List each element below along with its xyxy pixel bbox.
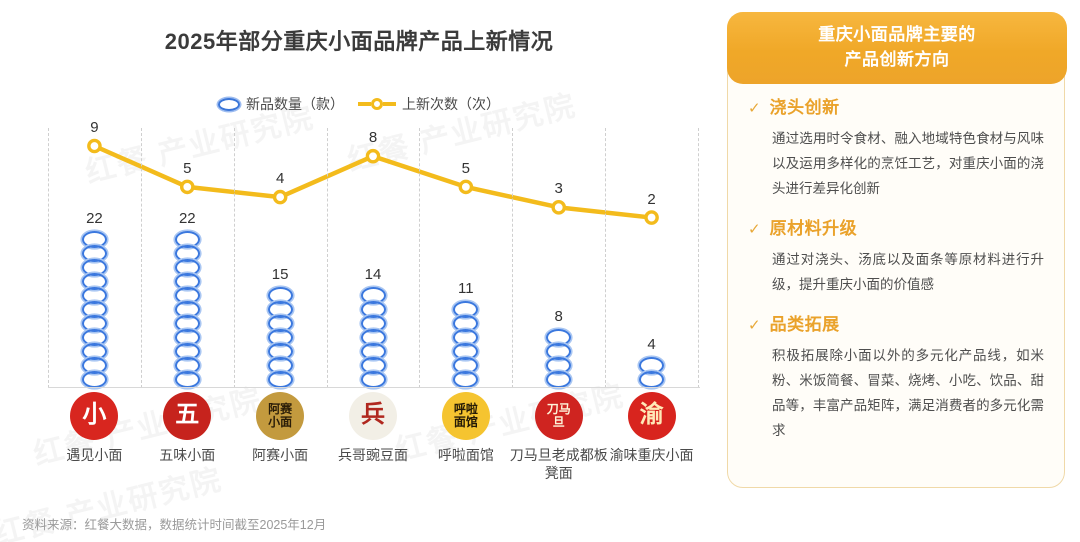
- bar-column[interactable]: [624, 357, 680, 388]
- bar-column[interactable]: [531, 329, 587, 388]
- innovation-topic-text: 通过对浇头、汤底以及面条等原材料进行升级，提升重庆小面的价值感: [772, 251, 1044, 292]
- x-axis-category-label: 兵哥豌豆面: [338, 447, 408, 463]
- x-axis-category-label: 刀马旦老成都板凳面: [509, 447, 608, 481]
- x-axis-category[interactable]: 阿赛 小面 阿赛小面: [228, 392, 332, 465]
- bar-ring-icon: [81, 371, 107, 388]
- x-axis-category-label: 渝味重庆小面: [609, 447, 694, 463]
- x-axis-category-label: 呼啦面馆: [437, 447, 494, 463]
- gridline: [419, 128, 421, 388]
- line-point-marker[interactable]: [458, 179, 474, 195]
- legend-item-line[interactable]: 上新次数（次）: [358, 94, 500, 114]
- logo-bingge-wandoumian-icon: 兵: [349, 392, 397, 440]
- x-axis-category-label: 遇见小面: [66, 447, 123, 463]
- panel-header-line-2: 产品创新方向: [844, 50, 950, 69]
- innovation-panel-header: 重庆小面品牌主要的 产品创新方向: [727, 12, 1067, 84]
- bar-value-label: 8: [554, 308, 563, 325]
- panel-header-line-1: 重庆小面品牌主要的: [818, 25, 976, 45]
- line-value-label: 9: [90, 119, 99, 136]
- gridline: [48, 128, 49, 388]
- innovation-topic-text: 通过选用时令食材、融入地域特色食材与风味以及运用多样化的烹饪工艺，对重庆小面的浇…: [772, 131, 1044, 196]
- x-axis-category[interactable]: 兵兵哥豌豆面: [321, 392, 425, 465]
- plot-area: 22 22 15 14 11 8 4 9 5 4 8 5 3 2: [48, 119, 699, 388]
- chart-title: 2025年部分重庆小面品牌产品上新情况: [164, 29, 554, 54]
- bar-ring-icon: [639, 371, 665, 388]
- gridline: [698, 128, 699, 388]
- line-point-marker[interactable]: [365, 148, 381, 164]
- gridline: [326, 128, 328, 388]
- line-point-marker[interactable]: [551, 200, 567, 215]
- innovation-topic-title: 品类拓展: [769, 314, 840, 334]
- chart-panel: 2025年部分重庆小面品牌产品上新情况 新品数量（款） 上新次数（次） 22 22…: [0, 29, 718, 532]
- x-axis-category-label: 阿赛小面: [252, 447, 309, 463]
- bar-value-label: 14: [364, 266, 382, 283]
- legend-label-line: 上新次数（次）: [402, 96, 500, 112]
- line-value-label: 4: [275, 170, 285, 188]
- x-axis-category[interactable]: 刀马旦刀马旦老成都板凳面: [507, 392, 611, 482]
- gridline: [512, 128, 514, 388]
- bar-ring-icon: [267, 371, 293, 388]
- legend-label-bar: 新品数量（款）: [246, 96, 344, 112]
- check-icon: ✓: [748, 100, 761, 117]
- logo-hula-mianguan-icon: 呼啦 面馆: [441, 392, 490, 440]
- innovation-topic: ✓ 浇头创新通过选用时令食材、融入地域特色食材与风味以及运用多样化的烹饪工艺，对重…: [748, 93, 1046, 202]
- bar-column[interactable]: [345, 287, 401, 388]
- legend-item-bar[interactable]: 新品数量（款）: [218, 94, 344, 114]
- bar-ring-icon: [546, 371, 572, 388]
- bar-value-label: 22: [178, 210, 196, 227]
- chart-legend: 新品数量（款） 上新次数（次）: [0, 94, 718, 114]
- line-series-svg: [87, 138, 659, 225]
- innovation-panel-body: ✓ 浇头创新通过选用时令食材、融入地域特色食材与风味以及运用多样化的烹饪工艺，对重…: [728, 93, 1066, 456]
- bar-ring-icon: [360, 371, 386, 388]
- line-value-label: 8: [368, 129, 378, 147]
- innovation-panel: 重庆小面品牌主要的 产品创新方向 ✓ 浇头创新通过选用时令食材、融入地域特色食材与…: [727, 12, 1067, 488]
- bar-value-label: 15: [271, 266, 289, 283]
- check-icon: ✓: [748, 316, 761, 334]
- innovation-topic: ✓ 原材料升级通过对浇头、汤底以及面条等原材料进行升级，提升重庆小面的价值感: [748, 214, 1046, 298]
- x-axis-categories: 小遇见小面五五味小面 阿赛 小面 阿赛小面兵兵哥豌豆面 呼啦 面馆 呼啦面馆 刀马旦刀马旦老成…: [48, 392, 698, 502]
- bar-column[interactable]: [159, 231, 215, 388]
- bar-column[interactable]: [438, 301, 494, 388]
- x-axis-category-label: 五味小面: [159, 447, 216, 463]
- gridline: [140, 128, 142, 388]
- x-axis-category[interactable]: 呼啦 面馆 呼啦面馆: [414, 392, 518, 465]
- bar-ring-icon: [453, 371, 479, 388]
- innovation-topic-title: 浇头创新: [769, 98, 840, 117]
- source-note: 资料来源：红餐大数据，数据统计时间截至2025年12月: [22, 518, 327, 532]
- logo-yujian-xiaomian-icon: 小: [70, 392, 119, 440]
- line-value-label: 2: [647, 190, 656, 208]
- check-icon: ✓: [748, 220, 761, 238]
- line-value-label: 5: [461, 159, 471, 177]
- logo-asai-xiaomian-icon: 阿赛 小面: [256, 392, 305, 440]
- x-axis-category[interactable]: 渝渝味重庆小面: [600, 392, 704, 465]
- innovation-topic-head: ✓ 浇头创新: [748, 93, 1046, 118]
- x-axis-category[interactable]: 小遇见小面: [42, 392, 146, 465]
- line-point-marker[interactable]: [644, 210, 659, 225]
- bar-value-label: 22: [86, 210, 103, 227]
- logo-wuwei-xiaomian-icon: 五: [163, 392, 212, 440]
- x-axis-category[interactable]: 五五味小面: [135, 392, 239, 465]
- innovation-topic-head: ✓ 品类拓展: [748, 310, 1046, 335]
- innovation-topic: ✓ 品类拓展积极拓展除小面以外的多元化产品线，如米粉、米饭简餐、冒菜、烧烤、小吃、…: [748, 310, 1046, 444]
- bar-ring-icon: [174, 371, 200, 388]
- line-point-marker[interactable]: [87, 138, 102, 154]
- ring-marker-icon: [218, 97, 240, 111]
- gridline: [605, 128, 607, 388]
- line-value-label: 3: [554, 180, 563, 198]
- innovation-topic-title: 原材料升级: [769, 218, 858, 238]
- logo-daomadan-bandengmian-icon: 刀马旦: [534, 392, 583, 440]
- bar-column[interactable]: [252, 287, 308, 388]
- line-marker-icon: [358, 98, 396, 110]
- innovation-topic-head: ✓ 原材料升级: [748, 214, 1046, 239]
- bar-column[interactable]: [66, 231, 122, 388]
- bar-value-label: 4: [647, 336, 656, 353]
- line-point-marker[interactable]: [179, 179, 195, 195]
- x-axis-baseline: [48, 387, 700, 388]
- logo-yuwei-chongqing-xiaomian-icon: 渝: [627, 392, 676, 440]
- line-value-label: 5: [183, 159, 192, 177]
- gridline: [233, 128, 235, 388]
- line-point-marker[interactable]: [272, 189, 288, 205]
- innovation-topic-text: 积极拓展除小面以外的多元化产品线，如米粉、米饭简餐、冒菜、烧烤、小吃、饮品、甜品…: [772, 347, 1044, 438]
- bar-value-label: 11: [458, 280, 474, 297]
